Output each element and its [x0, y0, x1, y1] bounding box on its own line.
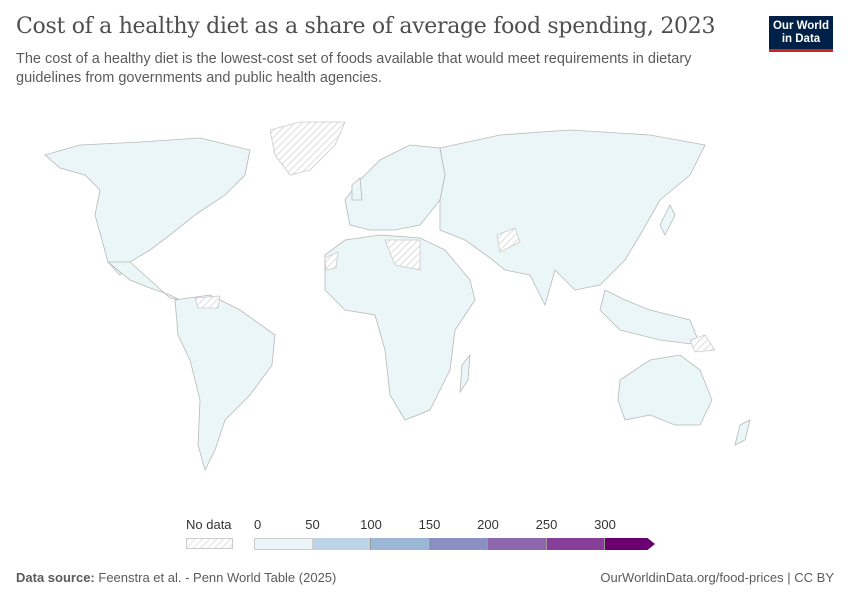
url-license[interactable]: OurWorldinData.org/food-prices | CC BY	[600, 570, 834, 585]
libya-no-data[interactable]	[384, 239, 421, 271]
legend-tick-300: 300	[594, 517, 616, 532]
legend-tick-0: 0	[254, 517, 262, 532]
owid-logo[interactable]: Our World in Data	[769, 16, 833, 52]
chart-subtitle: The cost of a healthy diet is the lowest…	[16, 51, 692, 86]
papua-no-data[interactable]	[689, 334, 716, 353]
legend-bin-6[interactable]	[605, 538, 655, 550]
logo-line-1: Our World	[772, 20, 829, 32]
data-source: Data source: Feenstra et al. - Penn Worl…	[16, 570, 336, 585]
afghanistan-no-data[interactable]	[496, 227, 521, 253]
legend-tick-150: 150	[418, 517, 441, 532]
new-zealand[interactable]	[734, 419, 751, 446]
logo-line-2: in Data	[781, 33, 821, 45]
asia[interactable]	[439, 129, 706, 307]
central-america[interactable]	[106, 261, 181, 301]
legend-no-data-label: No data	[186, 517, 232, 532]
australia[interactable]	[617, 354, 713, 426]
legend-bin-0[interactable]	[254, 538, 313, 550]
madagascar[interactable]	[459, 353, 471, 394]
legend-bin-3[interactable]	[429, 538, 488, 550]
legend-tick-200: 200	[477, 517, 499, 532]
south-america[interactable]	[174, 294, 276, 472]
source-label: Data source:	[16, 570, 95, 585]
legend-bin-1[interactable]	[312, 538, 371, 550]
legend-tick-50: 50	[305, 517, 320, 532]
north-america[interactable]	[44, 137, 251, 276]
chart-title: Cost of a healthy diet as a share of ave…	[16, 14, 716, 39]
source-link[interactable]: Feenstra et al. - Penn World Table (2025…	[98, 570, 337, 585]
venezuela-no-data[interactable]	[194, 295, 221, 309]
legend-bin-5[interactable]	[546, 538, 605, 550]
western-sahara-no-data[interactable]	[324, 251, 339, 271]
world-map	[44, 121, 751, 472]
uk[interactable]	[351, 177, 363, 201]
japan[interactable]	[659, 204, 676, 236]
color-legend: No data 0 50 100 150 200 250 300	[0, 515, 850, 555]
greenland-no-data[interactable]	[269, 121, 346, 176]
legend-no-data-swatch[interactable]	[186, 538, 233, 549]
legend-tick-100: 100	[360, 517, 382, 532]
legend-bin-4[interactable]	[488, 538, 547, 550]
southeast-asia[interactable]	[599, 289, 701, 346]
africa[interactable]	[324, 234, 476, 421]
legend-bin-2[interactable]	[371, 538, 430, 550]
legend-tick-250: 250	[535, 517, 558, 532]
